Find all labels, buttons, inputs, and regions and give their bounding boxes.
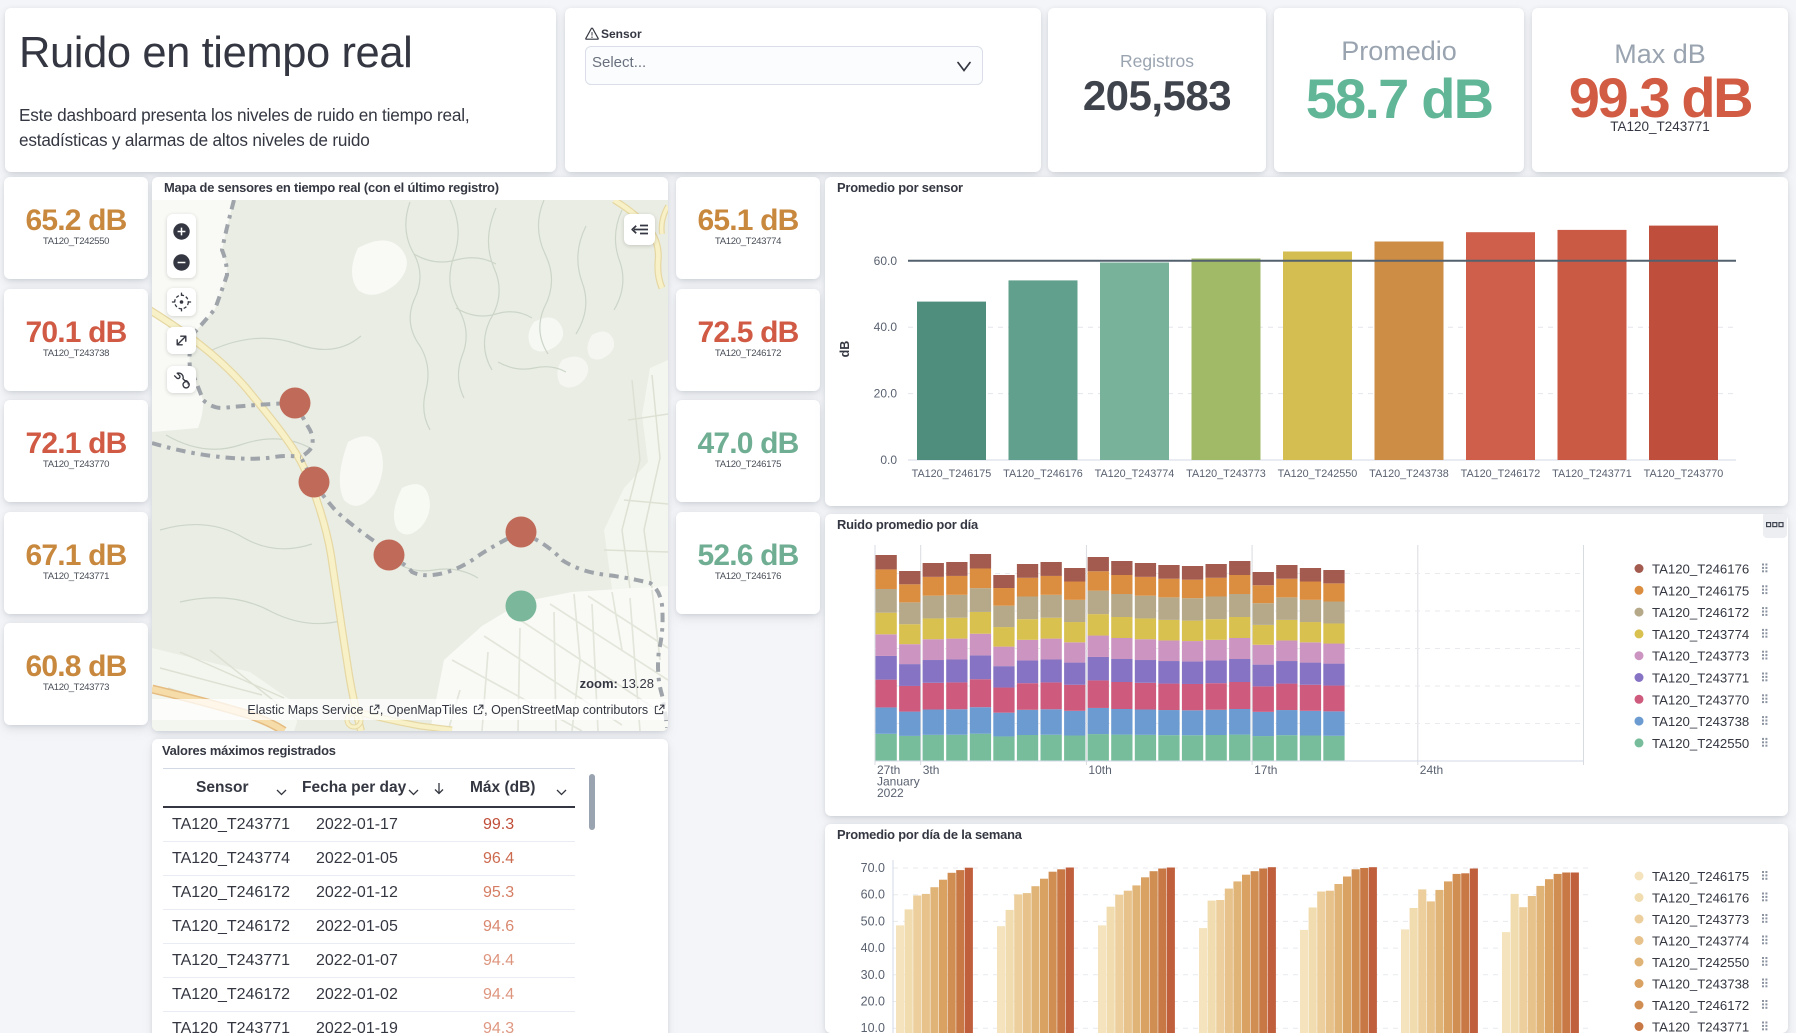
svg-text:50.0: 50.0 [861,914,885,928]
svg-text:TA120_T246172: TA120_T246172 [1652,998,1749,1013]
svg-text:TA120_T243774: TA120_T243774 [1652,627,1749,642]
svg-text:TA120_T246176: TA120_T246176 [1652,562,1749,577]
svg-text:TA120_T246175: TA120_T246175 [1652,583,1749,598]
svg-text:TA120_T246172: TA120_T246172 [1461,468,1541,480]
svg-text:TA120_T243738: TA120_T243738 [1652,714,1749,729]
svg-text:TA120_T243771: TA120_T243771 [1652,671,1749,686]
svg-text:TA120_T243773: TA120_T243773 [1652,649,1749,664]
svg-text:20.0: 20.0 [874,387,898,401]
svg-text:TA120_T243774: TA120_T243774 [1652,934,1749,949]
svg-text:20.0: 20.0 [861,995,885,1009]
svg-text:TA120_T246172: TA120_T246172 [1652,605,1749,620]
svg-text:TA120_T243773: TA120_T243773 [1186,468,1266,480]
svg-text:TA120_T243771: TA120_T243771 [1652,1020,1749,1033]
svg-text:27th: 27th [877,763,900,777]
svg-text:24th: 24th [1420,763,1443,777]
svg-text:TA120_T246176: TA120_T246176 [1652,891,1749,906]
svg-text:TA120_T246175: TA120_T246175 [912,468,992,480]
svg-text:10th: 10th [1088,763,1111,777]
svg-text:dB: dB [838,341,852,358]
svg-text:TA120_T242550: TA120_T242550 [1278,468,1358,480]
svg-text:TA120_T243770: TA120_T243770 [1652,692,1749,707]
svg-text:17th: 17th [1254,763,1277,777]
svg-text:TA120_T243773: TA120_T243773 [1652,912,1749,927]
svg-text:10.0: 10.0 [861,1021,885,1033]
svg-text:TA120_T246175: TA120_T246175 [1652,869,1749,884]
svg-text:TA120_T246176: TA120_T246176 [1003,468,1083,480]
svg-text:TA120_T243771: TA120_T243771 [1552,468,1632,480]
svg-text:60.0: 60.0 [874,254,898,268]
svg-text:TA120_T242550: TA120_T242550 [1652,955,1749,970]
svg-text:3th: 3th [923,763,940,777]
svg-text:January: January [877,775,920,789]
svg-text:TA120_T243738: TA120_T243738 [1652,977,1749,992]
svg-text:TA120_T243770: TA120_T243770 [1644,468,1724,480]
svg-text:30.0: 30.0 [861,968,885,982]
svg-text:60.0: 60.0 [861,888,885,902]
svg-text:40.0: 40.0 [861,941,885,955]
svg-text:TA120_T243774: TA120_T243774 [1095,468,1175,480]
svg-text:TA120_T242550: TA120_T242550 [1652,736,1749,751]
svg-text:TA120_T243738: TA120_T243738 [1369,468,1449,480]
svg-text:70.0: 70.0 [861,861,885,875]
svg-text:40.0: 40.0 [874,320,898,334]
svg-text:0.0: 0.0 [880,453,897,467]
svg-text:2022: 2022 [877,786,904,800]
